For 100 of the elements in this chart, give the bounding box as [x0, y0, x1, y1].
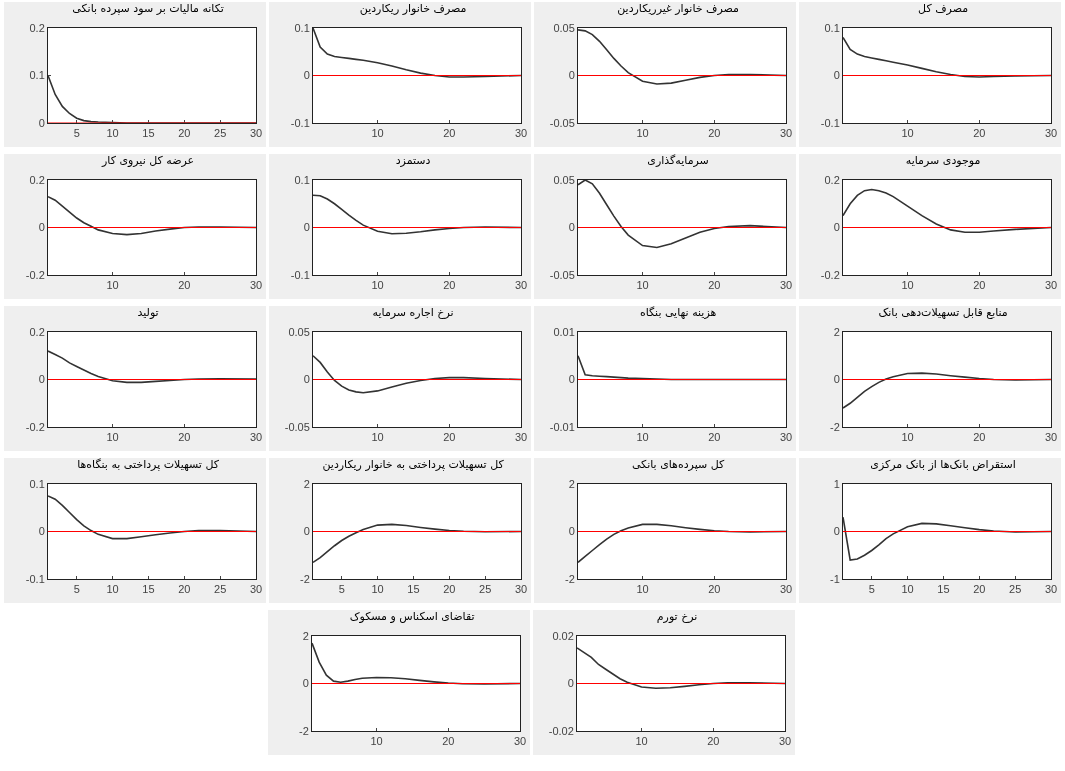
y-tick-label: 0: [303, 373, 310, 386]
y-tick-label: -1: [830, 572, 840, 585]
chart-title: کل تسهیلات پرداختی به خانوار ریکاردین: [322, 457, 505, 471]
x-tick-label: 30: [778, 735, 791, 748]
chart-title: عرضه کل نیروی کار: [101, 153, 195, 167]
chart-title: مصرف خانوار غیرریکاردین: [617, 1, 740, 15]
x-tick-label: 15: [142, 583, 155, 596]
x-tick-label: 10: [106, 583, 119, 596]
x-tick-label: 10: [371, 279, 384, 292]
y-tick-label: 0: [568, 373, 575, 386]
x-tick-label: 5: [73, 127, 80, 140]
x-tick-label: 30: [514, 279, 528, 292]
chart-title: سرمایه‌گذاری: [647, 153, 709, 167]
x-tick-label: 25: [214, 583, 227, 596]
y-tick-label: -0.05: [549, 268, 575, 281]
x-tick-label: 20: [708, 279, 721, 292]
y-tick-label: -0.05: [549, 116, 575, 129]
y-tick-label: 0: [567, 677, 574, 690]
y-tick-label: -0.02: [548, 724, 574, 737]
x-tick-label: 20: [708, 431, 721, 444]
x-tick-label: 30: [779, 127, 793, 140]
y-tick-label: 0: [38, 373, 45, 386]
x-tick-label: 20: [443, 583, 456, 596]
y-tick-label: 0: [303, 69, 310, 82]
x-tick-label: 30: [514, 431, 528, 444]
x-tick-label: 10: [901, 279, 914, 292]
y-tick-label: 0.1: [29, 477, 45, 490]
y-tick-label: -0.01: [549, 420, 575, 433]
x-tick-label: 20: [708, 583, 721, 596]
y-tick-label: 2: [302, 629, 309, 642]
y-tick-label: -0.1: [25, 572, 45, 585]
x-tick-label: 10: [634, 735, 648, 748]
chart-title: نرخ تورم: [656, 609, 697, 623]
x-tick-label: 10: [901, 431, 914, 444]
y-tick-label: 0: [38, 525, 45, 538]
x-tick-label: 30: [249, 127, 263, 140]
y-tick-label: -0.1: [290, 268, 310, 281]
y-tick-label: 0: [833, 221, 840, 234]
x-tick-label: 30: [514, 583, 528, 596]
y-tick-label: 2: [833, 325, 840, 338]
x-tick-label: 20: [178, 431, 191, 444]
x-tick-label: 20: [973, 279, 986, 292]
x-tick-label: 10: [636, 127, 649, 140]
x-tick-label: 5: [868, 583, 875, 596]
x-tick-label: 10: [636, 431, 649, 444]
x-tick-label: 25: [1009, 583, 1022, 596]
x-tick-label: 20: [178, 279, 191, 292]
y-tick-label: -2: [300, 572, 310, 585]
x-tick-label: 20: [708, 127, 721, 140]
y-tick-label: 0.05: [553, 173, 575, 186]
y-tick-label: 2: [303, 477, 310, 490]
x-tick-label: 30: [1044, 279, 1058, 292]
y-tick-label: 0.1: [29, 69, 45, 82]
x-tick-label: 30: [1044, 127, 1058, 140]
x-tick-label: 30: [779, 583, 793, 596]
x-tick-label: 20: [443, 279, 456, 292]
x-tick-label: 30: [249, 583, 263, 596]
x-tick-label: 10: [106, 431, 119, 444]
y-tick-label: -2: [565, 572, 575, 585]
x-tick-label: 30: [513, 735, 526, 748]
chart-title: تقاضای اسکناس و مسکوک: [349, 609, 475, 623]
x-tick-label: 10: [371, 583, 384, 596]
chart-title: کل سپرده‌های بانکی: [631, 457, 726, 471]
x-tick-label: 30: [779, 279, 793, 292]
x-tick-label: 20: [443, 127, 456, 140]
x-tick-label: 10: [106, 127, 119, 140]
y-tick-label: 0.2: [29, 21, 45, 34]
chart-title: کل تسهیلات پرداختی به بنگاه‌ها: [77, 457, 220, 471]
chart-title: منابع قابل تسهیلات‌دهی بانک: [878, 305, 1008, 319]
y-tick-label: 0.2: [824, 173, 840, 186]
chart-title: نرخ اجاره سرمایه: [372, 305, 454, 319]
y-tick-label: -2: [298, 724, 309, 737]
y-tick-label: -0.2: [25, 420, 45, 433]
x-tick-label: 15: [142, 127, 155, 140]
x-tick-label: 10: [901, 583, 914, 596]
y-tick-label: 0.01: [553, 325, 575, 338]
x-tick-label: 25: [214, 127, 227, 140]
chart-title: مصرف خانوار ریکاردین: [359, 1, 467, 15]
y-tick-label: 0: [303, 221, 310, 234]
x-tick-label: 20: [973, 127, 986, 140]
y-tick-label: 0.2: [29, 325, 45, 338]
x-tick-label: 5: [73, 583, 80, 596]
x-tick-label: 25: [479, 583, 492, 596]
x-tick-label: 20: [973, 583, 986, 596]
y-tick-label: 0: [38, 221, 45, 234]
y-tick-label: -0.2: [25, 268, 45, 281]
x-tick-label: 30: [249, 431, 263, 444]
x-tick-label: 20: [178, 127, 191, 140]
chart-title: تکانه مالیات بر سود سپرده بانکی: [72, 1, 224, 15]
y-tick-label: 0: [833, 69, 840, 82]
x-tick-label: 20: [706, 735, 719, 748]
y-tick-label: 0.05: [288, 325, 310, 338]
x-tick-label: 20: [441, 735, 454, 748]
chart-title: استقراض بانک‌ها از بانک مرکزی: [870, 457, 1016, 471]
y-tick-label: 0: [568, 525, 575, 538]
x-tick-label: 10: [636, 583, 649, 596]
x-tick-label: 30: [1044, 583, 1058, 596]
x-tick-label: 20: [973, 431, 986, 444]
chart-title: هزینه نهایی بنگاه: [639, 305, 717, 319]
x-tick-label: 10: [901, 127, 914, 140]
